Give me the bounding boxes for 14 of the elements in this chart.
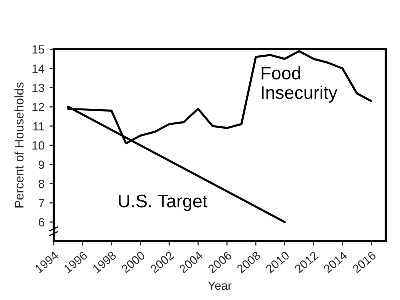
y-tick-label: 13 — [32, 84, 44, 92]
x-axis-title: Year — [208, 282, 232, 290]
series-label: U.S. Target — [119, 194, 208, 212]
y-tick-label: 11 — [34, 122, 44, 131]
series-label: Food Insecurity — [262, 66, 338, 103]
y-tick-label: 6 — [39, 218, 44, 227]
y-axis-title: Percent of Households — [14, 82, 24, 208]
y-tick-label: 15 — [32, 46, 44, 54]
y-tick-label: 14 — [32, 64, 45, 73]
y-tick-label: 9 — [38, 160, 44, 170]
y-tick-label: 10 — [32, 142, 45, 150]
y-tick-label: 12 — [32, 103, 44, 112]
y-tick-label: 7 — [39, 199, 44, 208]
y-tick-label: 8 — [38, 180, 44, 188]
